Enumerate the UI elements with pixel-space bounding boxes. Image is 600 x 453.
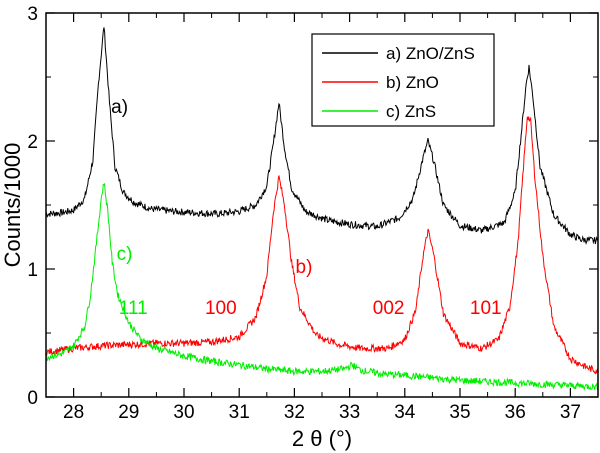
series-line [46, 27, 598, 245]
legend-label: c) ZnS [386, 102, 436, 121]
annotation-label: 111 [119, 298, 148, 319]
x-tick-label: 37 [560, 402, 581, 423]
legend-label: a) ZnO/ZnS [386, 44, 475, 63]
x-tick-label: 29 [118, 402, 139, 423]
x-tick-label: 34 [394, 402, 416, 423]
x-tick-label: 36 [505, 402, 526, 423]
series-line [46, 182, 598, 392]
annotation-label: b) [296, 257, 313, 278]
legend: a) ZnO/ZnS b) ZnO c) ZnS [311, 33, 495, 127]
x-tick-label: 31 [229, 402, 250, 423]
y-axis-label: Counts/1000 [0, 143, 25, 268]
y-tick-label: 1 [27, 260, 38, 281]
legend-label: b) ZnO [386, 73, 439, 92]
y-tick-label: 3 [27, 4, 38, 25]
x-axis-label: 2 θ (°) [292, 426, 352, 451]
annotation-label: 101 [470, 298, 502, 319]
y-tick-label: 2 [27, 132, 38, 153]
annotation-label: c) [117, 244, 133, 265]
annotation-label: 002 [373, 298, 405, 319]
x-tick-label: 28 [63, 402, 84, 423]
annotation-label: a) [111, 97, 128, 118]
annotation-label: 100 [205, 298, 237, 319]
x-tick-label: 33 [339, 402, 360, 423]
series-line [46, 116, 598, 375]
x-tick-label: 35 [449, 402, 470, 423]
x-tick-label: 30 [173, 402, 194, 423]
y-tick-label: 0 [27, 388, 38, 409]
x-tick-label: 32 [284, 402, 305, 423]
